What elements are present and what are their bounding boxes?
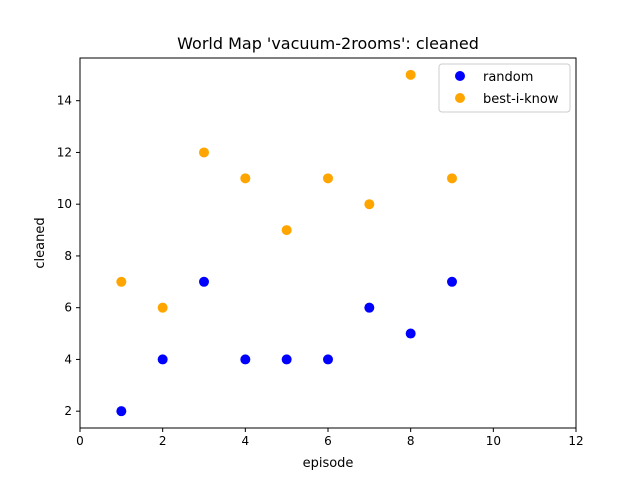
point-random — [405, 328, 416, 339]
y-tick-label: 2 — [64, 404, 72, 418]
x-axis-label: episode — [303, 456, 354, 471]
y-axis-label: cleaned — [33, 217, 48, 268]
point-random — [199, 276, 209, 287]
point-random — [364, 302, 375, 313]
point-best-i-know — [116, 276, 127, 287]
point-random — [281, 354, 292, 365]
x-tick-label: 6 — [324, 434, 332, 448]
point-random — [116, 406, 127, 417]
point-best-i-know — [323, 173, 333, 184]
y-tick-label: 10 — [57, 197, 72, 211]
point-best-i-know — [405, 69, 416, 80]
point-best-i-know — [364, 199, 375, 210]
point-best-i-know — [447, 173, 457, 184]
x-tick-label: 4 — [242, 434, 250, 448]
y-tick-label: 4 — [64, 352, 72, 366]
x-tick-label: 10 — [486, 434, 501, 448]
x-tick-label: 0 — [76, 434, 84, 448]
point-random — [447, 276, 457, 287]
y-tick-label: 12 — [57, 145, 72, 159]
point-random — [240, 354, 251, 365]
y-tick-label: 8 — [64, 249, 72, 263]
x-tick-label: 8 — [407, 434, 415, 448]
point-random — [323, 354, 333, 365]
legend-marker-best-i-know — [455, 93, 465, 103]
y-tick-label: 6 — [64, 301, 72, 315]
x-axis: 0 2 4 6 8 10 12 — [76, 428, 584, 448]
point-best-i-know — [281, 225, 292, 236]
legend: random best-i-know — [438, 63, 571, 113]
y-tick-label: 14 — [57, 94, 72, 108]
point-best-i-know — [199, 147, 209, 158]
x-tick-label: 2 — [159, 434, 167, 448]
legend-label-best-i-know: best-i-know — [483, 92, 559, 107]
point-random — [157, 354, 168, 365]
legend-label-random: random — [483, 70, 533, 85]
x-tick-label: 12 — [568, 434, 583, 448]
legend-marker-random — [455, 71, 465, 81]
point-best-i-know — [157, 302, 168, 313]
legend-box — [438, 63, 571, 113]
data-points — [116, 69, 457, 417]
point-best-i-know — [240, 173, 251, 184]
y-axis: 2 4 6 8 10 12 14 — [57, 94, 80, 418]
chart-title: World Map 'vacuum-2rooms': cleaned — [177, 34, 479, 53]
